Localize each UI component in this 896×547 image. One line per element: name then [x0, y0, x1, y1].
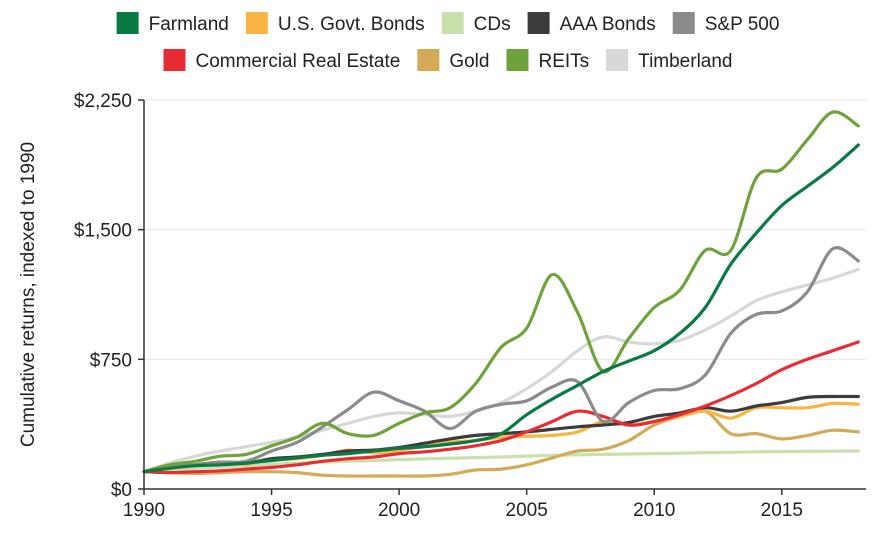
legend-item-u-s-govt-bonds: U.S. Govt. Bonds [245, 12, 425, 35]
legend-item-farmland: Farmland [116, 12, 229, 35]
series-line-reits [142, 110, 860, 474]
legend-label-u-s-govt-bonds: U.S. Govt. Bonds [278, 14, 425, 35]
legend-label-reits: REITs [538, 51, 589, 72]
series-line-commercial-real-estate [142, 340, 860, 475]
y-tick-label-1: $750 [90, 350, 132, 371]
legend-label-commercial-real-estate: Commercial Real Estate [195, 51, 400, 72]
legend-label-cds: CDs [474, 14, 511, 35]
legend-row-1: Farmland U.S. Govt. Bonds CDs AAA Bonds S&P … [116, 12, 780, 35]
legend-label-timberland: Timberland [638, 51, 732, 72]
legend-item-gold: Gold [417, 49, 489, 72]
legend-label-aaa-bonds: AAA Bonds [560, 14, 656, 35]
series-line-farmland [142, 143, 860, 474]
legend-swatch-commercial-real-estate [163, 49, 186, 71]
legend-swatch-farmland [116, 12, 139, 34]
x-tick-label-0: 1990 [123, 500, 165, 521]
y-tick-label-3: $2,250 [74, 91, 132, 112]
series-line-timberland [142, 267, 860, 474]
y-tick-label-0: $0 [111, 480, 132, 501]
series-line-cds [142, 449, 860, 474]
legend-row-2: Commercial Real Estate Gold REITs Timberlan… [163, 49, 733, 72]
legend-swatch-timberland [606, 49, 629, 71]
series-line-s-p-500 [142, 246, 860, 474]
legend-swatch-s-p-500 [672, 12, 695, 34]
x-tick-label-5: 2015 [761, 500, 803, 521]
legend-swatch-reits [506, 49, 529, 71]
y-tick-label-2: $1,500 [74, 221, 132, 242]
x-tick-label-3: 2005 [506, 500, 548, 521]
legend-item-cds: CDs [441, 12, 511, 35]
y-axis-title: Cumulative returns, indexed to 1990 [18, 142, 39, 447]
x-tick-label-4: 2010 [633, 500, 675, 521]
legend-label-s-p-500: S&P 500 [705, 14, 780, 35]
axes: $0 $750 $1,500 $2,250 1990 1995 2000 2005 2010 20… [74, 91, 866, 521]
legend-swatch-u-s-govt-bonds [245, 12, 268, 34]
legend-item-commercial-real-estate: Commercial Real Estate [163, 49, 400, 72]
legend-item-reits: REITs [506, 49, 589, 72]
legend: Farmland U.S. Govt. Bonds CDs AAA Bonds S&P … [116, 12, 780, 72]
legend-item-aaa-bonds: AAA Bonds [527, 12, 656, 35]
x-tick-label-1: 1995 [250, 500, 292, 521]
legend-swatch-gold [417, 49, 440, 71]
legend-label-farmland: Farmland [149, 14, 229, 35]
x-tick-label-2: 2000 [378, 500, 420, 521]
legend-swatch-aaa-bonds [527, 12, 550, 34]
grid [144, 99, 866, 360]
series-line-gold [142, 408, 860, 478]
legend-label-gold: Gold [449, 51, 489, 72]
legend-item-timberland: Timberland [606, 49, 733, 72]
series-layer [142, 110, 860, 478]
legend-swatch-cds [441, 12, 464, 34]
legend-item-s-p-500: S&P 500 [672, 12, 780, 35]
